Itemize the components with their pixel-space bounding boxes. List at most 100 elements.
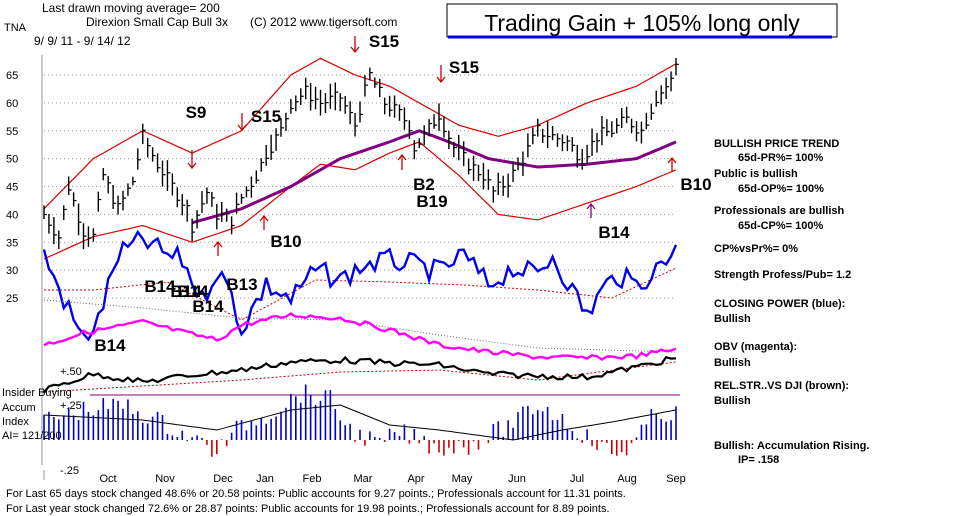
- price-bar: [507, 173, 512, 198]
- summary-line: 65d-OP%= 100%: [738, 183, 824, 195]
- ticker-label: TNA: [4, 22, 27, 34]
- signal-arrow: [586, 202, 596, 218]
- price-bar: [275, 128, 280, 151]
- price-bar: [665, 77, 670, 99]
- signal-label-s15: S15: [449, 58, 479, 77]
- obv-ma: [43, 299, 677, 353]
- signal-annotations: S9 S15S15S15B2B19B10B10B14B13B14B14B14B14…: [94, 32, 711, 355]
- price-bar: [225, 208, 230, 222]
- signal-label-b2: B2: [413, 175, 435, 194]
- summary-line: Strength Profess/Pub= 1.2: [714, 269, 851, 281]
- price-axis-ticks: 65 60 55 50 45 40 35 30 25: [6, 70, 18, 305]
- signal-arrow: [237, 113, 247, 132]
- banner-box: [446, 3, 838, 38]
- price-bar: [72, 192, 77, 207]
- price-bar: [156, 153, 161, 173]
- price-bar: [97, 191, 102, 212]
- price-bar: [541, 128, 546, 143]
- price-bar: [314, 86, 319, 110]
- price-bar: [458, 135, 462, 161]
- price-bar: [635, 121, 640, 142]
- price-bar: [280, 118, 284, 137]
- price-bar: [137, 148, 141, 170]
- price-bar: [492, 186, 497, 203]
- month-label: Oct: [99, 473, 116, 485]
- price-tick-label: 65: [6, 70, 18, 82]
- signal-label-s15: S15: [369, 32, 399, 51]
- summary-line: 65d-PR%= 100%: [738, 152, 824, 164]
- summary-line: BULLISH PRICE TREND: [714, 138, 839, 150]
- price-bar: [176, 187, 181, 208]
- price-bar: [334, 82, 339, 111]
- signal-label-b14: B14: [170, 282, 202, 301]
- price-bar: [201, 191, 205, 214]
- ma200-line: [191, 129, 677, 225]
- price-bar: [408, 120, 413, 139]
- price-bar: [591, 128, 596, 156]
- price-bar: [423, 125, 428, 146]
- price-bar: [581, 149, 586, 170]
- summary-line: Bullish: Accumulation Rising.: [714, 440, 869, 452]
- price-bar: [369, 67, 373, 81]
- price-tick-label: 35: [6, 237, 18, 249]
- price-bar: [53, 217, 57, 245]
- price-bar: [418, 138, 423, 149]
- price-bar: [181, 194, 186, 216]
- price-tick-label: 55: [6, 126, 18, 138]
- month-label: May: [452, 473, 473, 485]
- price-bar: [655, 90, 660, 107]
- accum-tick-mid: +.25: [60, 400, 82, 412]
- price-bar: [522, 151, 526, 177]
- signal-arrow: [436, 65, 446, 84]
- price-bars: [43, 57, 679, 250]
- banner-title: Trading Gain + 105% long only: [484, 10, 800, 36]
- signal-label-s9: S9: [186, 103, 207, 122]
- price-tick-label: 60: [6, 98, 18, 110]
- summary-line: CP%vsPr%= 0%: [714, 243, 798, 255]
- price-bar: [433, 114, 438, 129]
- price-bar: [67, 176, 72, 195]
- price-bar: [546, 121, 551, 149]
- summary-line: Public is bullish: [714, 168, 798, 180]
- price-bar: [171, 173, 176, 196]
- price-bar: [58, 230, 62, 250]
- price-tick-label: 25: [6, 293, 18, 305]
- price-bar: [616, 118, 620, 134]
- price-tick-label: 50: [6, 154, 18, 166]
- price-bar: [438, 103, 442, 131]
- price-bar: [477, 164, 482, 182]
- insider-label: Insider Buying: [2, 387, 72, 399]
- price-bar: [413, 140, 418, 160]
- price-bar: [359, 101, 363, 123]
- signal-arrow: [259, 214, 269, 230]
- month-label: Jan: [256, 473, 274, 485]
- signal-arrow: [667, 156, 677, 172]
- summary-line: CLOSING POWER (blue):: [714, 298, 845, 310]
- fund-name: Direxion Small Cap Bull 3x: [86, 15, 228, 29]
- price-bar: [675, 57, 679, 76]
- price-bar: [611, 121, 615, 138]
- price-bar: [48, 214, 52, 234]
- month-label: Jul: [570, 473, 584, 485]
- accumulation-bars: [43, 384, 677, 457]
- lower-band-line: [43, 141, 677, 260]
- month-label: Mar: [354, 473, 373, 485]
- price-bar: [295, 95, 299, 112]
- summary-line: IP= .158: [738, 454, 779, 466]
- price-bar: [265, 144, 270, 166]
- price-tick-label: 45: [6, 182, 18, 194]
- upper-band-line: [43, 57, 677, 210]
- price-bar: [660, 85, 665, 105]
- price-bar: [566, 135, 571, 152]
- month-label: Aug: [617, 473, 637, 485]
- signal-label-s15: S15: [251, 107, 281, 126]
- accum-tick-top: +.50: [60, 366, 82, 378]
- price-bar: [467, 158, 472, 175]
- accumulation-ma: [43, 404, 677, 441]
- signal-label-b19: B19: [416, 192, 447, 211]
- price-bar: [245, 186, 250, 198]
- price-bar: [645, 112, 650, 130]
- price-bar: [561, 134, 566, 152]
- price-bar: [211, 191, 215, 207]
- price-bar: [502, 175, 507, 196]
